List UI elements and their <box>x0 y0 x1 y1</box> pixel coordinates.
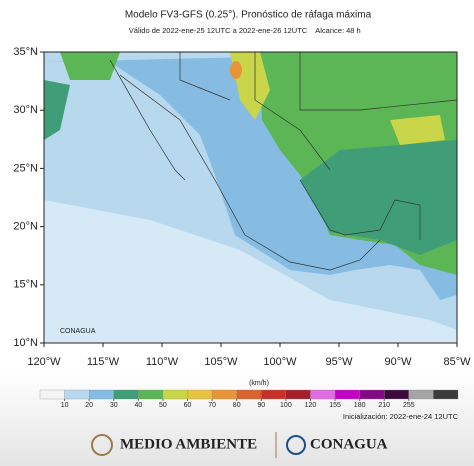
colorbar-label: 80 <box>233 402 241 409</box>
colorbar-label: 50 <box>159 402 167 409</box>
colorbar-label: 40 <box>134 402 142 409</box>
lat-label: 10°N <box>13 337 38 349</box>
title: Modelo FV3-GFS (0.25°). Pronóstico de rá… <box>125 10 372 21</box>
colorbar-swatch <box>211 389 237 400</box>
colorbar-swatch <box>433 389 459 400</box>
lon-label: 85°W <box>443 356 471 368</box>
colorbar-label: 100 <box>280 402 292 409</box>
pale-sea <box>44 200 457 343</box>
colorbar-swatch <box>236 389 262 400</box>
lon-label: 120°W <box>27 356 61 368</box>
lat-label: 20°N <box>13 221 38 233</box>
lat-label: 25°N <box>13 162 38 174</box>
colorbar-label: 155 <box>329 402 341 409</box>
watermark: CONAGUA <box>60 328 96 335</box>
lon-label: 105°W <box>204 356 238 368</box>
colorbar-swatch <box>187 389 213 400</box>
lon-label: 100°W <box>263 356 297 368</box>
colorbar-label: 210 <box>378 402 390 409</box>
colorbar-swatch <box>285 389 311 400</box>
footer-bg <box>0 370 474 466</box>
colorbar-label: 20 <box>85 402 93 409</box>
lon-label: 90°W <box>384 356 412 368</box>
map: CONAGUA <box>43 51 458 344</box>
colorbar-swatch <box>310 389 336 400</box>
lat-label: 30°N <box>13 104 38 116</box>
colorbar-swatch <box>384 389 409 400</box>
frame <box>43 51 458 344</box>
lat-label: 35°N <box>13 46 38 58</box>
right-logo: CONAGUA <box>310 436 388 452</box>
colorbar-label: 90 <box>257 402 265 409</box>
colorbar-swatch <box>162 389 188 400</box>
colorbar-label: 255 <box>403 402 415 409</box>
colorbar-swatch <box>113 389 139 400</box>
range: Alcance: 48 h <box>315 26 360 35</box>
init: Inicialización: 2022-ene-24 12UTC <box>343 412 459 421</box>
lon-label: 110°W <box>146 356 179 368</box>
left-emblem <box>91 434 113 456</box>
lat-label: 15°N <box>13 279 38 291</box>
colorbar-label: 10 <box>61 402 69 409</box>
lon-label: 115°W <box>87 356 120 368</box>
yellow-gulf <box>390 115 445 145</box>
valid: Válido de 2022-ene-25 12UTC a 2022-ene-2… <box>129 26 308 35</box>
left-logo: MEDIO AMBIENTE <box>120 436 257 452</box>
colorbar-swatch <box>334 389 360 400</box>
green-w <box>44 80 70 140</box>
colorbar-label: 30 <box>110 402 118 409</box>
right-emblem <box>286 435 306 455</box>
colorbar-swatch <box>89 389 114 400</box>
green-nw <box>60 52 120 80</box>
borders <box>109 52 458 271</box>
lon-label: 95°W <box>325 356 353 368</box>
colorbar-label: 60 <box>184 402 192 409</box>
colorbar-swatch <box>39 389 65 400</box>
colorbar-label: 70 <box>208 402 216 409</box>
unit: (km/h) <box>249 380 269 387</box>
colorbar-label: 180 <box>354 402 366 409</box>
colorbar-swatch <box>261 389 287 400</box>
colorbar-swatch <box>64 389 90 400</box>
colorbar-swatch <box>359 389 385 400</box>
orange-spot <box>230 61 242 79</box>
dark-green <box>300 140 457 255</box>
colorbar-swatch <box>138 389 164 400</box>
colorbar-label: 120 <box>305 402 317 409</box>
colorbar-swatch <box>408 389 434 400</box>
